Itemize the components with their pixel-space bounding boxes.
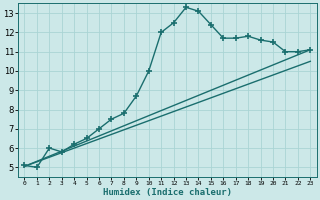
X-axis label: Humidex (Indice chaleur): Humidex (Indice chaleur) <box>103 188 232 197</box>
